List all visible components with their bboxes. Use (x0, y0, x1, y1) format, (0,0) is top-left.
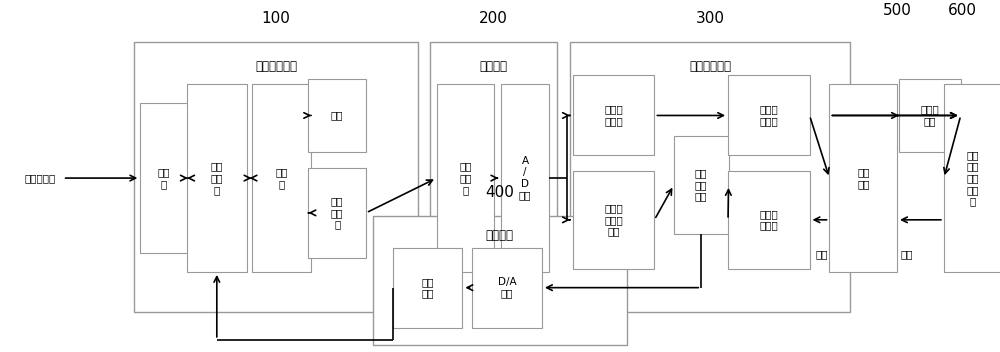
Text: 角速率
输出: 角速率 输出 (921, 105, 939, 126)
Text: 光电
转换
器: 光电 转换 器 (331, 196, 343, 230)
Text: A
/
D
转换: A / D 转换 (519, 156, 531, 201)
Text: 数据解
调单元: 数据解 调单元 (604, 105, 623, 126)
Text: 输入角速率: 输入角速率 (24, 173, 55, 183)
Text: D/A
转换: D/A 转换 (498, 277, 517, 298)
Text: 数字滤
波单元: 数字滤 波单元 (759, 105, 778, 126)
Text: 100: 100 (262, 11, 290, 26)
Text: 指令解
析单元: 指令解 析单元 (759, 209, 778, 231)
Text: 前放模块: 前放模块 (479, 60, 507, 73)
Bar (573, 75, 654, 156)
Text: 指令: 指令 (815, 250, 828, 260)
Bar (573, 171, 654, 269)
Text: 调制信
号产生
单元: 调制信 号产生 单元 (604, 203, 623, 237)
Text: 600: 600 (948, 3, 977, 18)
Text: 前置
放大
器: 前置 放大 器 (459, 162, 472, 195)
Text: 指令: 指令 (901, 250, 913, 260)
Text: 数字处理模块: 数字处理模块 (689, 60, 731, 73)
Text: 200: 200 (479, 11, 508, 26)
Bar (829, 84, 897, 272)
Text: 通讯
模块: 通讯 模块 (857, 167, 870, 189)
Bar (570, 43, 850, 312)
Bar (134, 43, 418, 312)
Text: 驱动
电路: 驱动 电路 (421, 277, 434, 298)
Bar (393, 248, 462, 328)
Bar (437, 84, 494, 272)
Bar (308, 168, 366, 258)
Text: 500: 500 (883, 3, 912, 18)
Bar (308, 79, 366, 152)
Bar (140, 103, 188, 253)
Bar (430, 43, 557, 312)
Text: 300: 300 (696, 11, 725, 26)
Bar (728, 75, 810, 156)
Bar (472, 248, 542, 328)
Bar (899, 79, 961, 152)
Bar (674, 136, 729, 234)
Text: 400: 400 (485, 185, 514, 200)
Text: 耦合
器: 耦合 器 (275, 167, 288, 189)
Text: 光纤
环: 光纤 环 (158, 167, 170, 189)
Bar (252, 84, 311, 272)
Text: 地检
及仿
真试
验系
统: 地检 及仿 真试 验系 统 (966, 150, 979, 206)
Bar (501, 84, 549, 272)
Text: 相位
调制
器: 相位 调制 器 (211, 162, 223, 195)
Text: 光源: 光源 (331, 111, 343, 120)
Bar (373, 216, 627, 345)
Text: 光学系统模块: 光学系统模块 (255, 60, 297, 73)
Text: 信号
叠加
单元: 信号 叠加 单元 (695, 169, 707, 202)
Bar (187, 84, 247, 272)
Text: 反馈模块: 反馈模块 (485, 228, 513, 241)
Bar (944, 84, 1000, 272)
Bar (728, 171, 810, 269)
